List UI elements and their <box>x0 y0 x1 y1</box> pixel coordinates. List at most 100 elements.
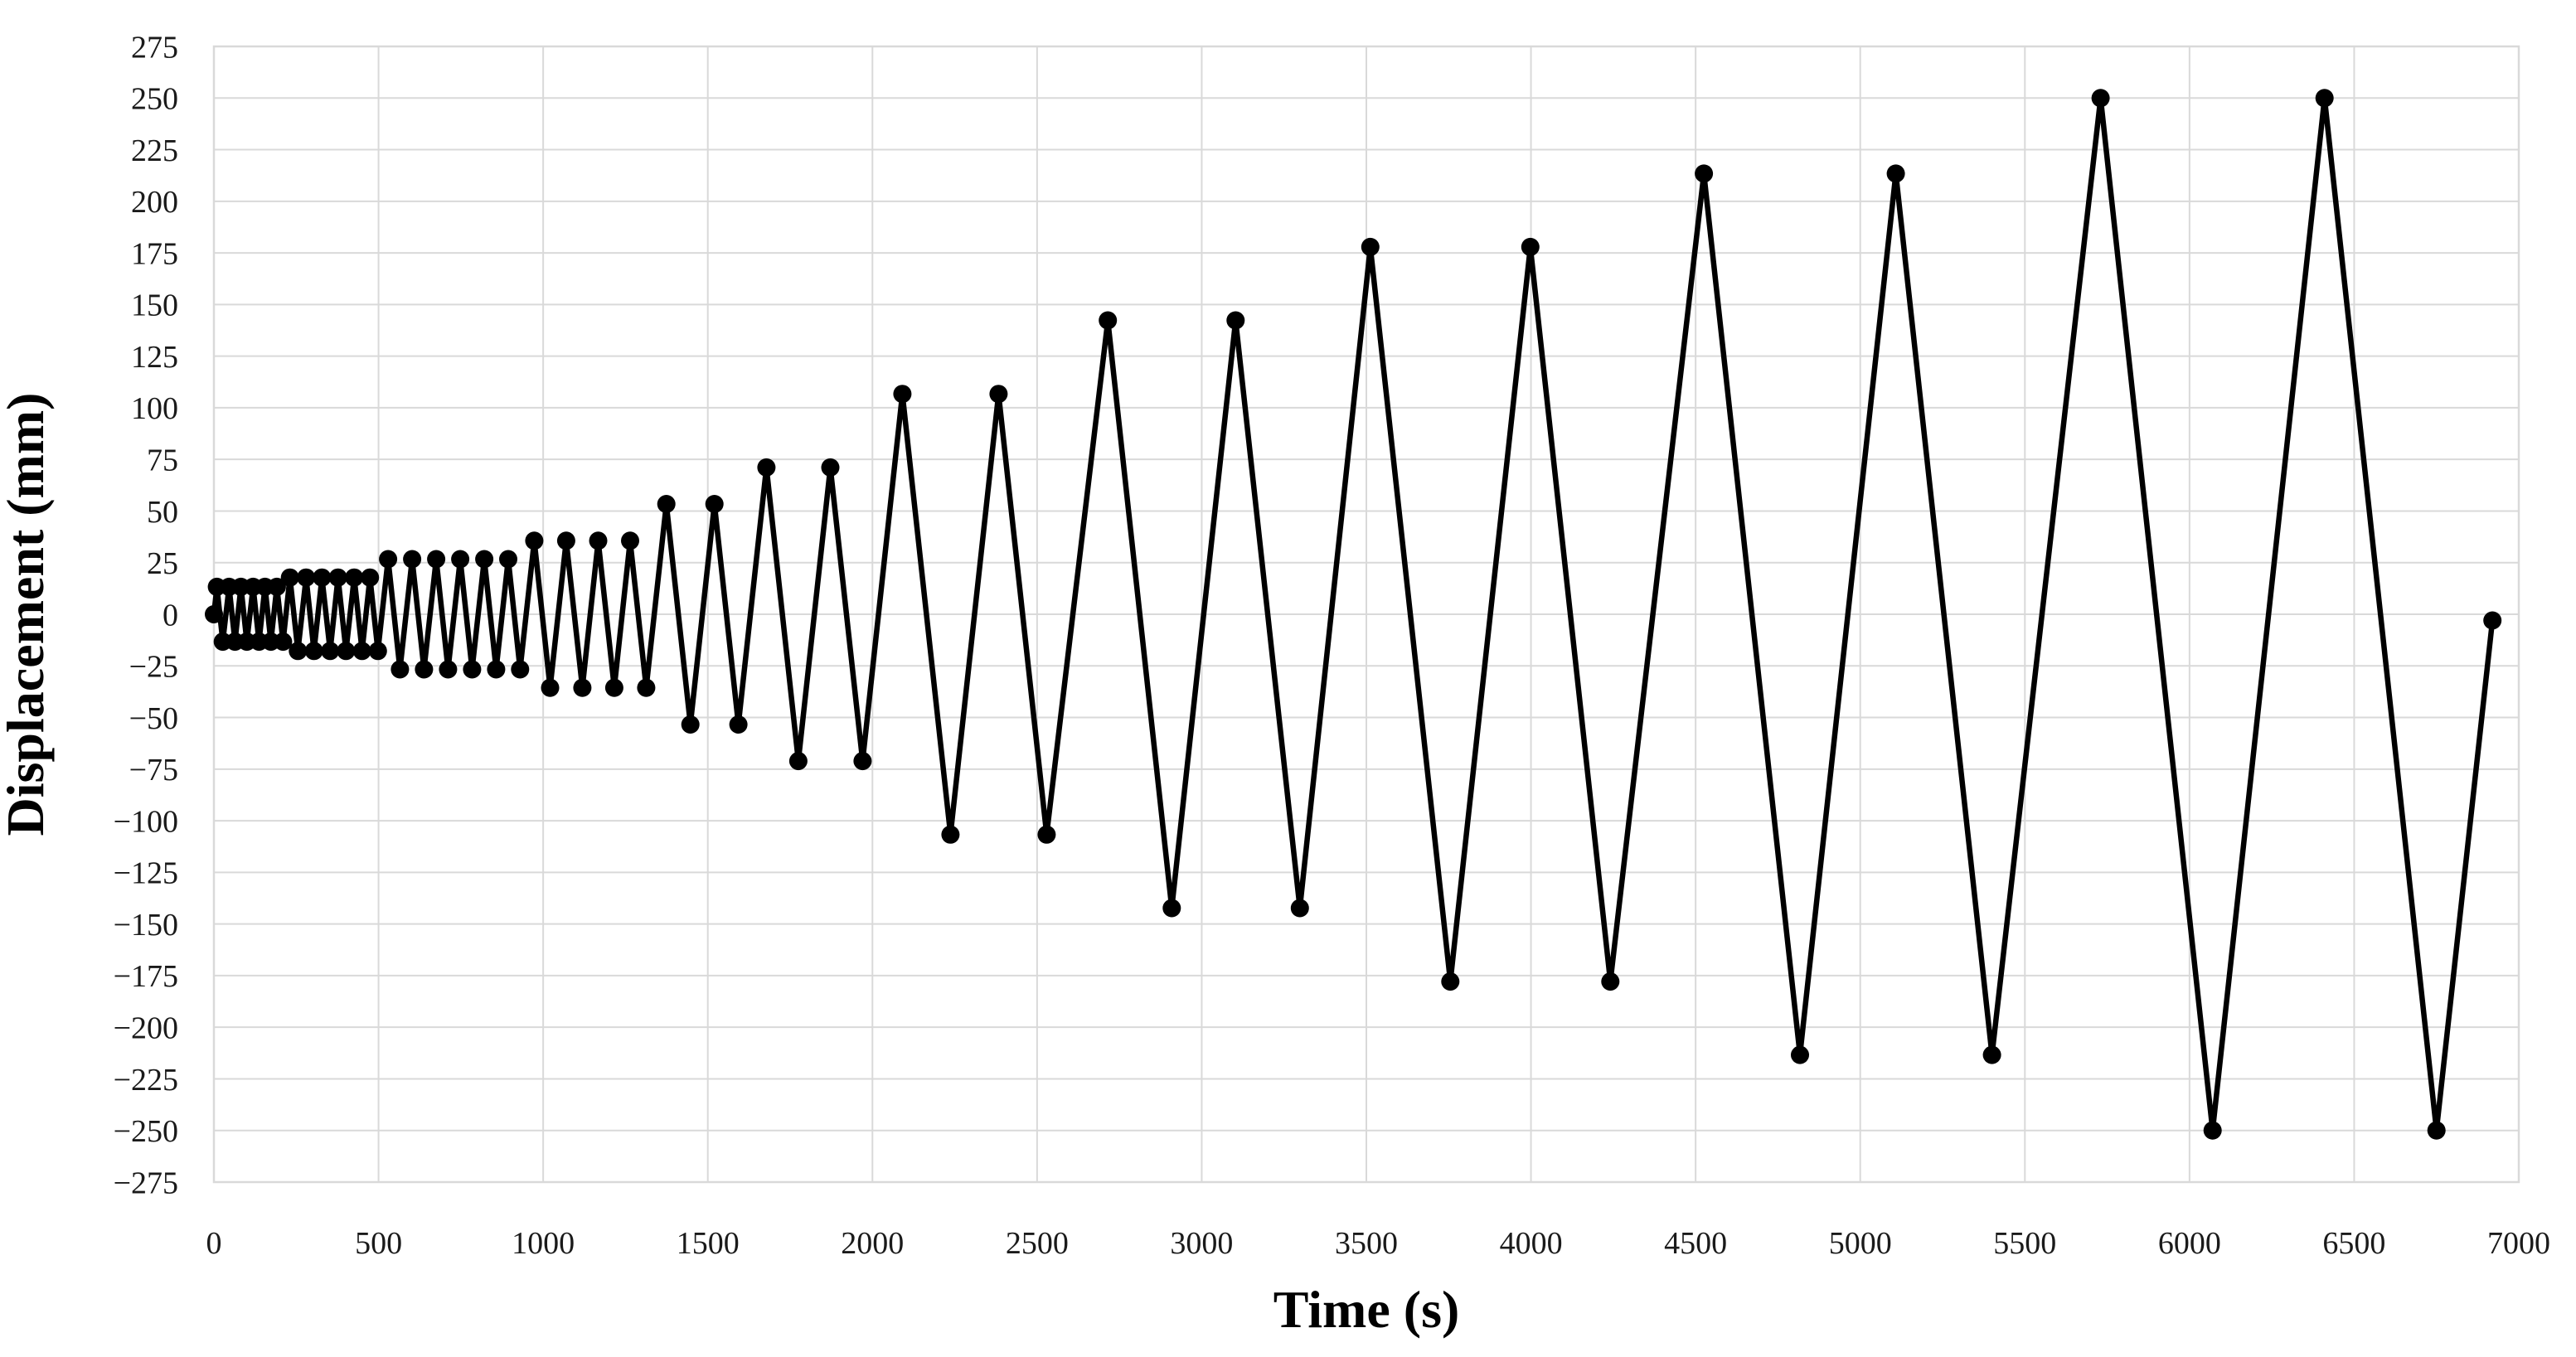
y-tick-label: 75 <box>147 443 178 477</box>
data-point-marker <box>589 531 608 550</box>
data-point-marker <box>391 660 410 679</box>
y-tick-label: 50 <box>147 495 178 530</box>
y-tick-label: 0 <box>163 598 178 632</box>
data-point-marker <box>657 495 676 513</box>
data-point-marker <box>345 568 364 587</box>
data-point-marker <box>1037 825 1056 844</box>
data-point-marker <box>297 568 316 587</box>
data-point-marker <box>289 642 308 661</box>
data-point-marker <box>1982 1045 2001 1064</box>
data-point-marker <box>361 568 380 587</box>
x-tick-label: 2500 <box>1006 1226 1069 1261</box>
x-tick-label: 1500 <box>677 1226 740 1261</box>
x-tick-label: 500 <box>355 1226 402 1261</box>
y-tick-label: −125 <box>114 856 178 891</box>
data-point-marker <box>415 660 434 679</box>
data-point-marker <box>893 385 912 404</box>
data-point-marker <box>267 577 286 596</box>
data-point-marker <box>637 678 656 697</box>
data-point-marker <box>1791 1045 1809 1064</box>
data-point-marker <box>1441 972 1460 991</box>
x-tick-label: 5500 <box>1993 1226 2056 1261</box>
x-tick-label: 1000 <box>512 1226 575 1261</box>
data-point-marker <box>1695 164 1714 183</box>
data-point-marker <box>280 568 299 587</box>
data-point-marker <box>853 752 872 771</box>
data-point-marker <box>1521 237 1540 256</box>
data-point-marker <box>788 752 808 771</box>
data-point-marker <box>1226 311 1245 330</box>
data-point-marker <box>499 550 517 569</box>
data-point-marker <box>1601 972 1620 991</box>
data-point-marker <box>2427 1121 2446 1140</box>
x-tick-label: 6000 <box>2158 1226 2221 1261</box>
y-tick-label: 125 <box>131 340 178 375</box>
y-tick-label: 275 <box>131 30 178 65</box>
x-axis-tick-labels: 0 500 1000 1500 2000 2500 3000 3500 4000 4500 5000… <box>206 1226 2551 1261</box>
data-point-marker <box>427 550 446 569</box>
y-axis-tick-labels: 2752502252001751501251007550250−25−50−75… <box>114 30 178 1200</box>
data-point-marker <box>705 495 724 513</box>
data-point-marker <box>511 660 530 679</box>
data-point-marker <box>604 678 623 697</box>
data-point-marker <box>1361 237 1380 256</box>
y-tick-label: 200 <box>131 185 178 220</box>
series-line <box>211 95 2496 1133</box>
x-tick-label: 5000 <box>1829 1226 1892 1261</box>
y-tick-label: −250 <box>114 1114 178 1149</box>
data-point-marker <box>475 550 494 569</box>
data-point-marker <box>821 458 840 477</box>
x-tick-label: 4500 <box>1664 1226 1727 1261</box>
data-point-marker <box>313 568 332 587</box>
data-point-marker <box>304 642 323 661</box>
data-point-marker <box>757 458 776 477</box>
data-point-marker <box>352 642 371 661</box>
data-point-marker <box>487 660 506 679</box>
y-tick-label: −175 <box>114 959 178 994</box>
x-tick-label: 3500 <box>1335 1226 1398 1261</box>
data-point-marker <box>2203 1121 2222 1140</box>
y-tick-label: −50 <box>129 701 178 736</box>
data-point-marker <box>621 531 639 550</box>
x-tick-label: 7000 <box>2487 1226 2550 1261</box>
x-tick-label: 6500 <box>2322 1226 2385 1261</box>
data-point-marker <box>337 642 356 661</box>
data-point-marker <box>1886 164 1905 183</box>
y-tick-label: 225 <box>131 133 178 168</box>
y-tick-label: 150 <box>131 288 178 323</box>
data-point-marker <box>681 715 700 734</box>
y-tick-label: −100 <box>114 804 178 839</box>
y-tick-label: −150 <box>114 908 178 943</box>
data-point-marker <box>274 632 293 652</box>
y-tick-label: 25 <box>147 546 178 581</box>
y-tick-label: −200 <box>114 1010 178 1045</box>
y-tick-label: −75 <box>129 753 178 788</box>
data-point-marker <box>439 660 458 679</box>
data-point-marker <box>941 825 960 844</box>
data-point-marker <box>379 550 398 569</box>
x-tick-label: 4000 <box>1500 1226 1563 1261</box>
x-tick-label: 0 <box>206 1226 222 1261</box>
y-tick-label: −275 <box>114 1166 178 1200</box>
data-point-marker <box>328 568 347 587</box>
y-tick-label: 100 <box>131 391 178 426</box>
data-point-marker <box>205 605 223 623</box>
y-tick-label: 250 <box>131 82 178 117</box>
data-point-marker <box>403 550 422 569</box>
data-point-marker <box>2483 611 2502 630</box>
x-tick-label: 3000 <box>1170 1226 1233 1261</box>
data-point-marker <box>2091 89 2110 108</box>
data-point-marker <box>451 550 470 569</box>
data-point-marker <box>541 678 560 697</box>
y-tick-label: −225 <box>114 1063 178 1098</box>
data-point-marker <box>463 660 482 679</box>
y-tick-label: 175 <box>131 236 178 271</box>
data-point-marker <box>1290 899 1309 918</box>
data-point-marker <box>1162 899 1181 918</box>
y-tick-label: −25 <box>129 650 178 685</box>
data-point-marker <box>368 642 387 661</box>
data-point-marker <box>2315 89 2334 108</box>
x-tick-label: 2000 <box>841 1226 904 1261</box>
